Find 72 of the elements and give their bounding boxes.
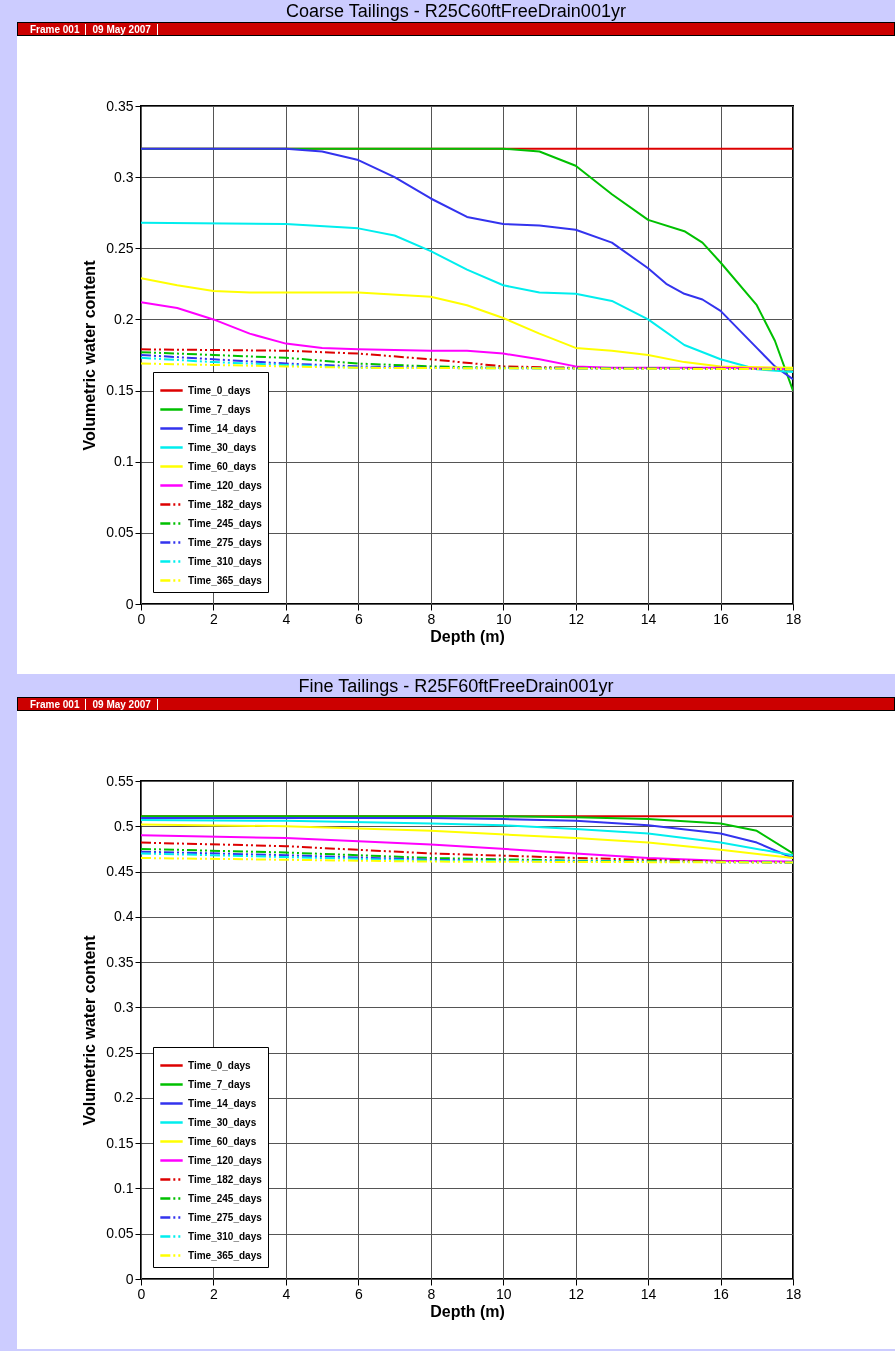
y-tick-label: 0.35 [106, 953, 134, 970]
y-tick-label: 0.2 [114, 1089, 134, 1106]
x-tick-label: 6 [354, 610, 363, 627]
y-tick-label: 0.1 [114, 1179, 134, 1196]
y-tick-label: 0.3 [114, 168, 134, 185]
y-tick-label: 0.55 [106, 772, 134, 789]
x-axis-title: Depth (m) [430, 627, 505, 645]
x-tick-label: 10 [495, 1285, 512, 1302]
y-tick-label: 0.35 [106, 97, 134, 114]
legend-label: Time_60_days [188, 1135, 257, 1147]
y-tick-label: 0.05 [106, 524, 134, 541]
legend-label: Time_245_days [188, 1192, 263, 1204]
x-axis-title: Depth (m) [430, 1302, 505, 1320]
x-tick-label: 18 [785, 610, 802, 627]
legend-label: Time_245_days [188, 517, 263, 529]
y-tick-label: 0.15 [106, 1134, 134, 1151]
y-tick-label: 0 [125, 1270, 134, 1287]
y-tick-label: 0.2 [114, 310, 134, 327]
x-tick-label: 4 [282, 610, 291, 627]
legend-label: Time_14_days [188, 1097, 257, 1109]
legend-label: Time_365_days [188, 1249, 263, 1261]
chart-title: Coarse Tailings - R25C60ftFreeDrain001yr [285, 0, 627, 22]
x-tick-label: 12 [568, 610, 585, 627]
legend-label: Time_30_days [188, 1116, 257, 1128]
legend-label: Time_275_days [188, 1211, 263, 1223]
x-tick-label: 8 [427, 1285, 436, 1302]
legend-label: Time_182_days [188, 1173, 263, 1185]
x-tick-label: 8 [427, 610, 436, 627]
chart-title: Fine Tailings - R25F60ftFreeDrain001yr [297, 675, 615, 697]
text: Frame 001 [24, 699, 87, 710]
x-tick-label: 6 [354, 1285, 363, 1302]
y-tick-label: 0.15 [106, 382, 134, 399]
y-axis-title: Volumetric water content [81, 259, 99, 451]
y-tick-label: 0.05 [106, 1225, 134, 1242]
y-tick-label: 0.4 [114, 908, 134, 925]
legend-label: Time_365_days [188, 574, 263, 586]
legend-label: Time_275_days [188, 536, 263, 548]
legend-label: Time_310_days [188, 1230, 263, 1242]
y-tick-label: 0.45 [106, 863, 134, 880]
legend-label: Time_7_days [188, 403, 252, 415]
x-tick-label: 18 [785, 1285, 802, 1302]
legend-label: Time_182_days [188, 498, 263, 510]
x-tick-label: 4 [282, 1285, 291, 1302]
x-tick-label: 0 [137, 610, 146, 627]
y-axis-title: Volumetric water content [81, 934, 99, 1126]
x-tick-label: 2 [210, 610, 219, 627]
x-tick-label: 14 [640, 1285, 657, 1302]
legend-label: Time_30_days [188, 441, 257, 453]
text: Frame 001 [24, 24, 87, 35]
legend-label: Time_7_days [188, 1078, 252, 1090]
x-tick-label: 2 [210, 1285, 219, 1302]
x-tick-label: 12 [568, 1285, 585, 1302]
y-tick-label: 0.25 [106, 239, 134, 256]
text: 09 May 2007 [86, 699, 158, 710]
x-tick-label: 16 [713, 610, 730, 627]
legend-label: Time_120_days [188, 1154, 263, 1166]
y-tick-label: 0.5 [114, 817, 134, 834]
x-tick-label: 10 [495, 610, 512, 627]
y-tick-label: 0.25 [106, 1044, 134, 1061]
y-tick-label: 0.1 [114, 453, 134, 470]
legend-label: Time_120_days [188, 479, 263, 491]
x-tick-label: 16 [713, 1285, 730, 1302]
legend-label: Time_14_days [188, 422, 257, 434]
x-tick-label: 0 [137, 1285, 146, 1302]
text: 09 May 2007 [86, 24, 158, 35]
legend-label: Time_0_days [188, 1059, 252, 1071]
x-tick-label: 14 [640, 610, 657, 627]
y-tick-label: 0.3 [114, 998, 134, 1015]
legend-label: Time_60_days [188, 460, 257, 472]
y-tick-label: 0 [125, 595, 134, 612]
legend-label: Time_310_days [188, 555, 263, 567]
legend-label: Time_0_days [188, 384, 252, 396]
